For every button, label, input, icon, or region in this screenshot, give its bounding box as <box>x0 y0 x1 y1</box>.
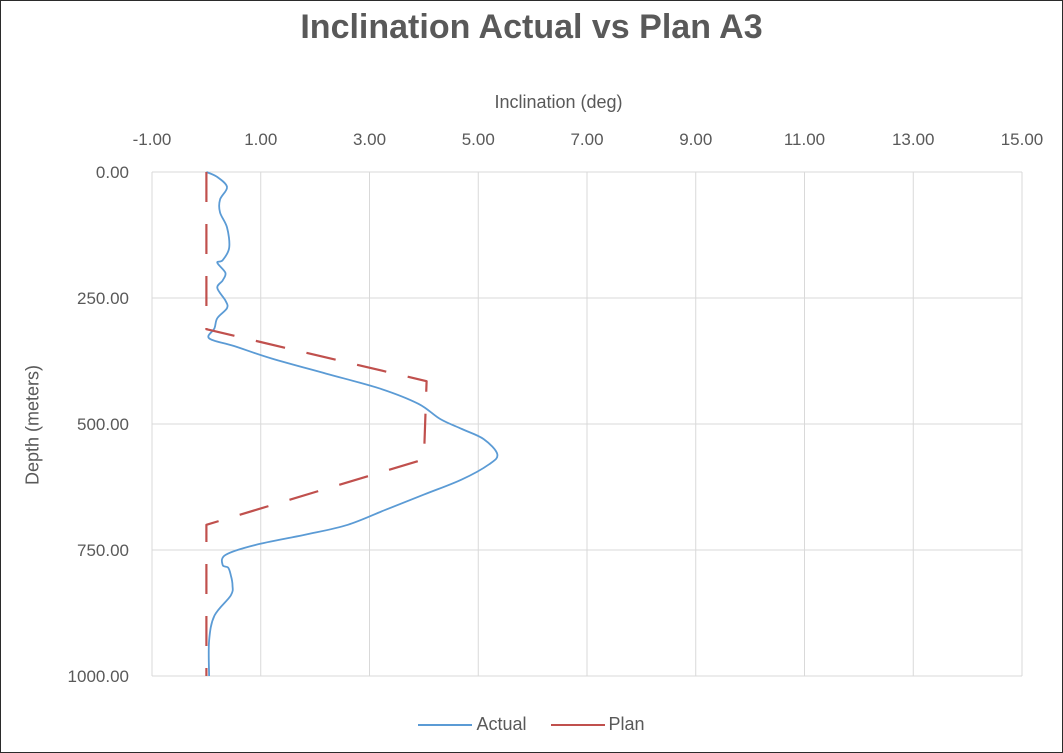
chart-title: Inclination Actual vs Plan A3 <box>300 8 763 46</box>
legend-label-plan: Plan <box>608 714 645 734</box>
x-tick-label: 15.00 <box>1001 130 1044 149</box>
x-tick-label: 1.00 <box>244 130 277 149</box>
x-tick-label: 7.00 <box>570 130 603 149</box>
legend-item-plan: Plan <box>550 714 645 735</box>
y-tick-label: 1000.00 <box>68 667 129 686</box>
x-tick-label: 5.00 <box>462 130 495 149</box>
y-tick-label: 750.00 <box>77 541 129 560</box>
legend-swatch-actual <box>418 723 473 726</box>
legend-label-actual: Actual <box>476 714 527 734</box>
y-tick-label: 500.00 <box>77 415 129 434</box>
x-tick-label: 11.00 <box>784 130 825 149</box>
series-layer <box>205 171 499 677</box>
y-tick-label: 0.00 <box>96 163 129 182</box>
legend: Actual Plan <box>0 714 1063 735</box>
series-line-actual <box>206 171 499 677</box>
x-axis-title: Inclination (deg) <box>494 92 623 112</box>
y-tick-label: 250.00 <box>77 289 129 308</box>
grid-layer <box>151 171 1023 677</box>
x-tick-label: 13.00 <box>892 130 935 149</box>
tick-label-layer: -1.00 1.00 3.00 5.00 7.00 9.00 11.00 13.00 15.00… <box>68 130 1044 686</box>
legend-item-actual: Actual <box>418 714 527 735</box>
x-tick-label: -1.00 <box>133 130 172 149</box>
series-line-plan <box>205 172 428 676</box>
legend-swatch-plan <box>550 723 605 726</box>
x-tick-label: 9.00 <box>679 130 712 149</box>
x-tick-label: 3.00 <box>353 130 386 149</box>
